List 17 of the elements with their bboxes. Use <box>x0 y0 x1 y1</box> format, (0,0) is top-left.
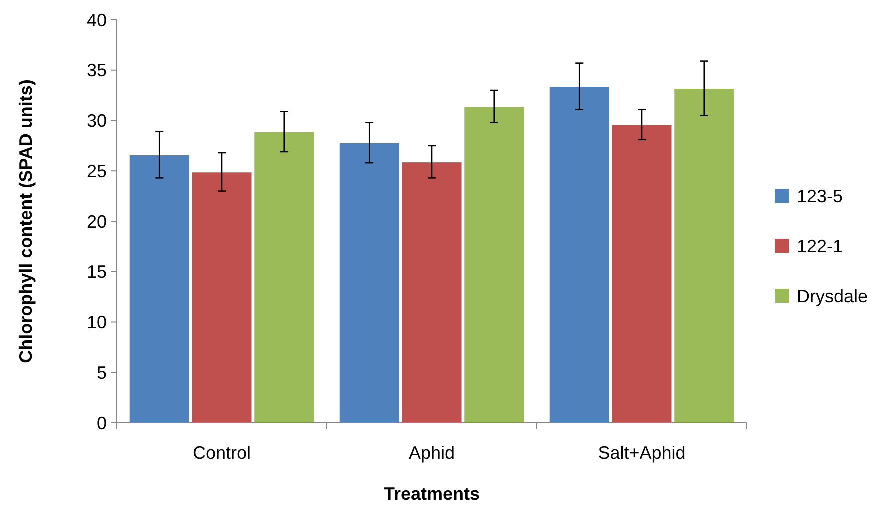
legend-label: 123-5 <box>797 186 844 206</box>
y-tick-label: 40 <box>86 10 107 30</box>
y-tick-label: 35 <box>86 60 107 81</box>
x-axis-title: Treatments <box>384 484 480 504</box>
y-axis-title: Chlorophyll content (SPAD units) <box>16 80 36 364</box>
y-tick-label: 0 <box>96 413 107 434</box>
legend-label: 122-1 <box>797 236 844 256</box>
y-tick-label: 20 <box>86 212 107 232</box>
x-tick-label: Aphid <box>408 443 456 463</box>
y-tick-label: 30 <box>86 111 107 132</box>
x-tick-label: Control <box>192 443 252 463</box>
y-tick-label: 25 <box>86 161 107 182</box>
y-tick-label: 15 <box>86 262 107 282</box>
legend-label: Drysdale <box>797 286 868 306</box>
y-tick-label: 10 <box>86 312 107 333</box>
y-tick-label: 5 <box>96 362 107 383</box>
x-tick-label: Salt+Aphid <box>598 443 686 463</box>
